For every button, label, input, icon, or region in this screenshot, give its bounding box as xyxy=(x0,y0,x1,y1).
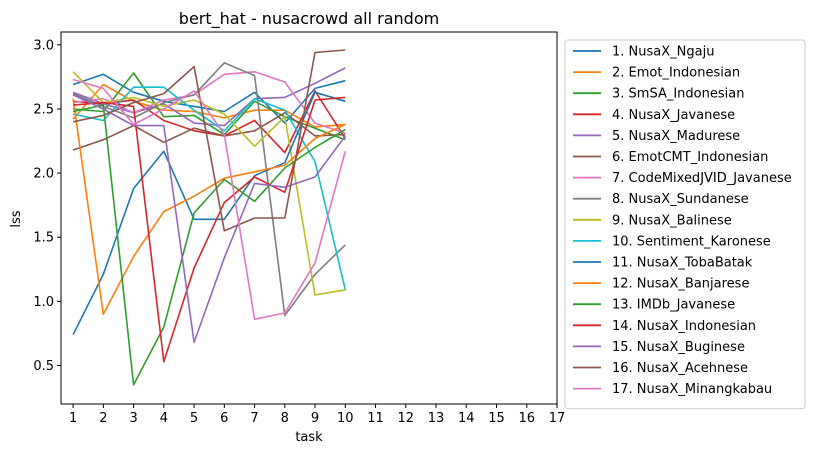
x-tick-label: 9 xyxy=(311,411,319,426)
legend-box xyxy=(564,39,806,410)
legend-label: 7. CodeMixedJVID_Javanese xyxy=(612,171,792,186)
x-tick-label: 5 xyxy=(190,411,198,426)
y-tick-label: 0.5 xyxy=(33,359,54,374)
legend-label: 15. NusaX_Buginese xyxy=(612,340,745,355)
legend-label: 5. NusaX_Madurese xyxy=(612,129,740,144)
x-tick-label: 12 xyxy=(398,411,415,426)
legend-label: 11. NusaX_TobaBatak xyxy=(612,256,753,271)
legend-label: 9. NusaX_Balinese xyxy=(612,213,732,228)
legend-label: 14. NusaX_Indonesian xyxy=(612,319,756,334)
x-tick-label: 4 xyxy=(160,411,168,426)
legend-label: 8. NusaX_Sundanese xyxy=(612,192,749,207)
y-tick-label: 2.5 xyxy=(33,102,54,117)
x-tick-label: 1 xyxy=(69,411,77,426)
y-tick-label: 3.0 xyxy=(33,38,54,53)
x-tick-label: 2 xyxy=(99,411,107,426)
x-tick-label: 7 xyxy=(250,411,258,426)
x-tick-label: 16 xyxy=(518,411,535,426)
legend: 1. NusaX_Ngaju 2. Emot_Indonesian 3. SmSA_… xyxy=(564,39,806,410)
series-line-14 xyxy=(73,96,346,363)
series-line-15 xyxy=(72,94,346,344)
x-tick-label: 14 xyxy=(458,411,475,426)
x-tick-label: 15 xyxy=(488,411,505,426)
series-line-6 xyxy=(72,112,346,151)
x-tick-label: 13 xyxy=(428,411,445,426)
y-tick-label: 1.5 xyxy=(33,231,54,246)
series-line-8 xyxy=(72,61,346,317)
legend-label: 2. Emot_Indonesian xyxy=(612,66,740,81)
y-tick-label: 1.0 xyxy=(33,295,54,310)
legend-label: 4. NusaX_Javanese xyxy=(612,108,735,123)
x-tick-label: 17 xyxy=(549,411,566,426)
series-line-11 xyxy=(72,91,346,336)
x-tick-label: 8 xyxy=(281,411,289,426)
series-line-9 xyxy=(72,71,346,296)
legend-label: 17. NusaX_Minangkabau xyxy=(612,382,772,397)
series-line-4 xyxy=(73,90,346,154)
x-axis-ticks: 1 2 3 4 5 6 7 8 9 10 11 12 13 14 15 16 17 xyxy=(69,404,565,426)
legend-label: 6. EmotCMT_Indonesian xyxy=(612,150,768,165)
y-axis-ticks: 0.5 1.0 1.5 2.0 2.5 3.0 xyxy=(33,38,61,374)
legend-label: 3. SmSA_Indonesian xyxy=(612,87,744,102)
chart-title: bert_hat - nusacrowd all random xyxy=(179,9,439,29)
legend-label: 12. NusaX_Banjarese xyxy=(612,277,749,292)
x-axis-title: task xyxy=(295,430,323,445)
legend-label: 10. Sentiment_Karonese xyxy=(612,234,771,249)
legend-label: 13. IMDb_Javanese xyxy=(612,298,735,313)
plot-area xyxy=(60,31,558,405)
series-line-16 xyxy=(72,49,346,232)
legend-label: 16. NusaX_Acehnese xyxy=(612,361,748,376)
series-line-12 xyxy=(72,98,346,316)
y-tick-label: 2.0 xyxy=(33,167,54,182)
plot-frame xyxy=(60,31,558,405)
series-line-17 xyxy=(72,78,347,321)
x-tick-label: 10 xyxy=(337,411,354,426)
x-tick-label: 11 xyxy=(367,411,384,426)
y-axis-title: lss xyxy=(9,210,24,227)
legend-label: 1. NusaX_Ngaju xyxy=(612,45,714,60)
series-line-13 xyxy=(72,104,346,386)
x-tick-label: 6 xyxy=(220,411,228,426)
series-line-1 xyxy=(72,73,346,124)
x-tick-label: 3 xyxy=(129,411,137,426)
